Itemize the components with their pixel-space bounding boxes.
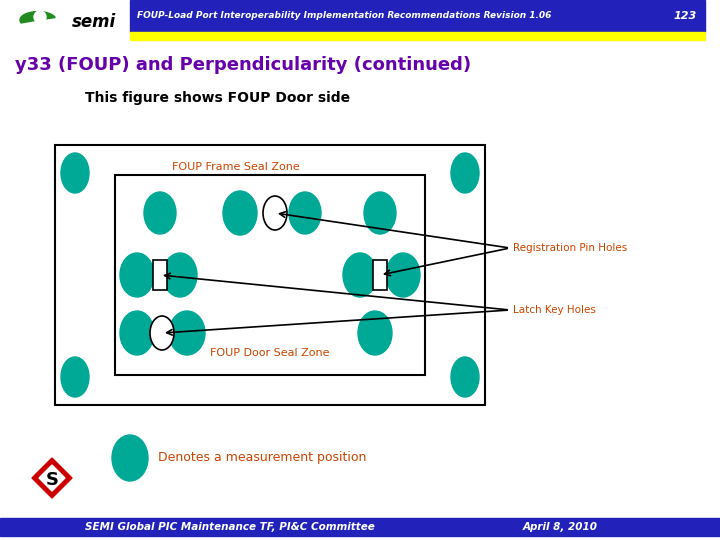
Bar <box>373 260 387 290</box>
Bar <box>130 0 705 32</box>
Ellipse shape <box>112 435 148 481</box>
Bar <box>0 0 130 42</box>
Circle shape <box>34 11 46 23</box>
Text: Registration Pin Holes: Registration Pin Holes <box>513 243 627 253</box>
Ellipse shape <box>289 192 321 234</box>
Text: April 8, 2010: April 8, 2010 <box>523 522 598 532</box>
Ellipse shape <box>61 357 89 397</box>
Ellipse shape <box>451 153 479 193</box>
Bar <box>0 518 720 536</box>
Ellipse shape <box>343 253 377 297</box>
Ellipse shape <box>61 153 89 193</box>
Bar <box>153 260 167 290</box>
Ellipse shape <box>163 253 197 297</box>
Polygon shape <box>39 465 65 491</box>
Text: FOUP-Load Port Interoperability Implementation Recommendations Revision 1.06: FOUP-Load Port Interoperability Implemen… <box>137 11 552 21</box>
Text: FOUP Frame Seal Zone: FOUP Frame Seal Zone <box>172 162 300 172</box>
Bar <box>115 175 425 375</box>
Text: S: S <box>45 471 58 489</box>
Text: 123: 123 <box>674 11 697 21</box>
Ellipse shape <box>364 192 396 234</box>
Ellipse shape <box>120 311 154 355</box>
Text: Latch Key Holes: Latch Key Holes <box>513 305 596 315</box>
Ellipse shape <box>263 196 287 230</box>
Ellipse shape <box>223 191 257 235</box>
Ellipse shape <box>386 253 420 297</box>
Polygon shape <box>32 458 72 498</box>
Ellipse shape <box>358 311 392 355</box>
Text: This figure shows FOUP Door side: This figure shows FOUP Door side <box>85 91 350 105</box>
Ellipse shape <box>451 357 479 397</box>
Bar <box>130 32 705 40</box>
Text: FOUP Door Seal Zone: FOUP Door Seal Zone <box>210 348 330 358</box>
Text: Denotes a measurement position: Denotes a measurement position <box>158 451 366 464</box>
Ellipse shape <box>144 192 176 234</box>
Polygon shape <box>20 11 55 23</box>
Text: SEMI Global PIC Maintenance TF, PI&C Committee: SEMI Global PIC Maintenance TF, PI&C Com… <box>85 522 375 532</box>
Ellipse shape <box>150 316 174 350</box>
Text: semi: semi <box>72 13 116 31</box>
Ellipse shape <box>120 253 154 297</box>
Ellipse shape <box>169 311 205 355</box>
Text: y33 (FOUP) and Perpendicularity (continued): y33 (FOUP) and Perpendicularity (continu… <box>15 56 471 74</box>
Bar <box>55 145 485 405</box>
